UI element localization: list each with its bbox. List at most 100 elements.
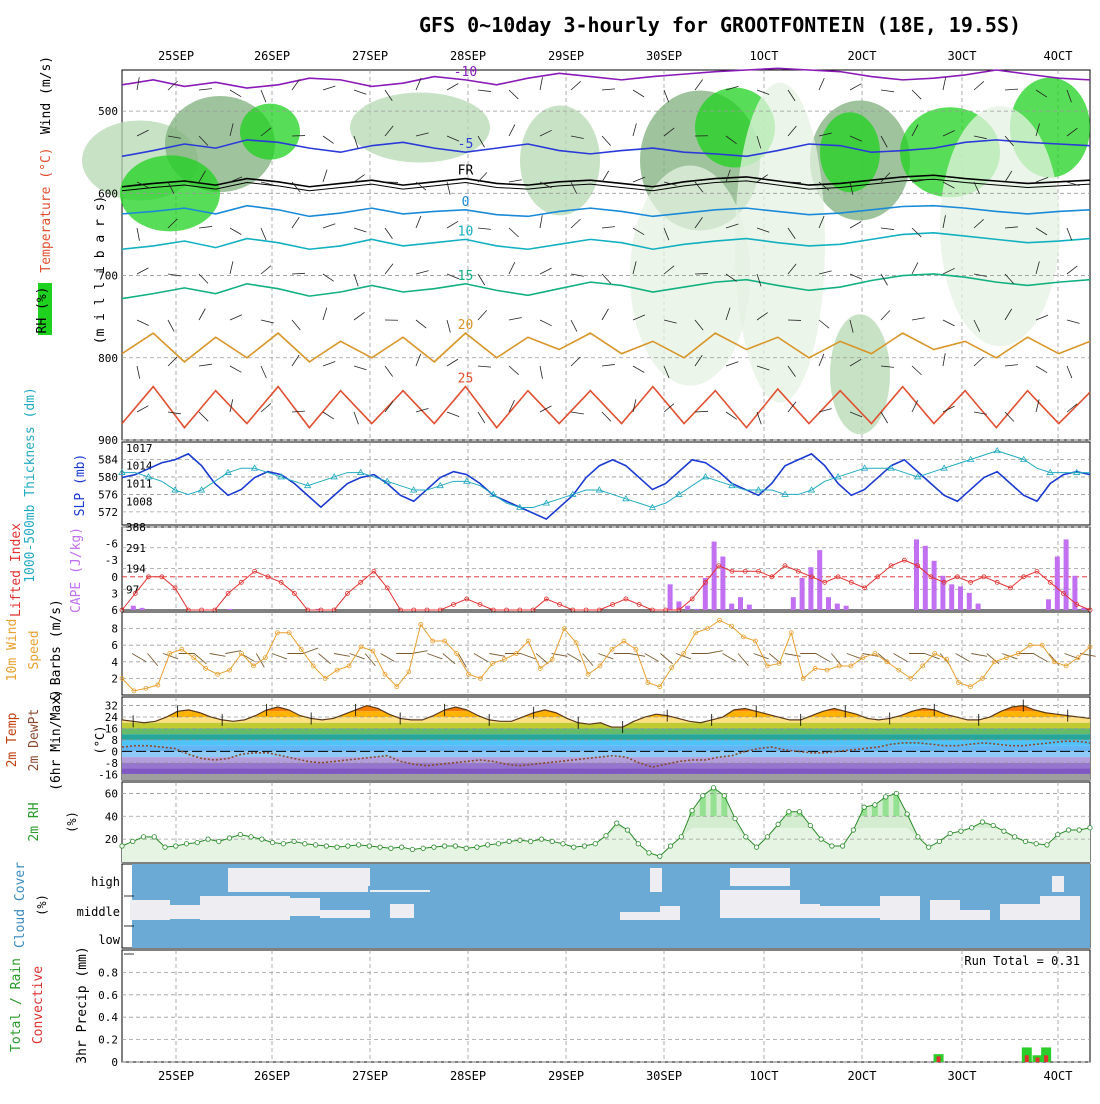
rh-label: RH (%) [35,287,50,334]
surface-wind-barb [847,654,862,659]
cloud-fill [720,890,800,918]
rh-marker [797,810,801,814]
rh-marker [647,851,651,855]
rh-marker [550,839,554,843]
y-tick-label: 8 [111,623,118,636]
slp-tick: 1014 [126,460,153,473]
rh-marker [636,842,640,846]
surface-wind-barb [707,651,723,654]
upper-wind-barb [323,86,335,90]
y-tick-label: 0.4 [98,1011,118,1024]
thickness-tick: 584 [98,453,118,466]
surface-wind-barb [225,651,241,654]
upper-wind-barb [974,81,984,90]
rh-marker [948,831,952,835]
rh-marker [464,846,468,850]
speed-label: Speed [27,630,42,669]
upper-wind-barb [602,364,615,366]
bottom-date-label: 27SEP [352,1069,388,1083]
rh-marker [529,839,533,843]
minmax-label: (6hr Min/Max) [49,689,64,791]
upper-wind-barb [230,261,233,274]
rh-marker [969,826,973,830]
upper-wind-barb [354,228,366,232]
surface-wind-barb [987,654,999,664]
rh-marker [1002,829,1006,833]
rh-marker [604,834,608,838]
rh-marker [442,844,446,848]
surface-wind-barb [272,654,287,659]
y-tick-label: 4 [111,656,118,669]
cape-bar [923,546,928,610]
upper-wind-barb [1005,89,1018,90]
rh-marker [432,845,436,849]
cape-bar [958,586,963,610]
upper-wind-barb [478,310,487,320]
upper-wind-barb [199,364,212,366]
rh-marker [1013,835,1017,839]
upper-wind-barb [509,262,515,274]
cape-bar [826,597,831,610]
rh-marker [281,842,285,846]
top-date-label: 30SEP [646,49,682,63]
upper-wind-barb [912,90,921,99]
surface-wind-barb [443,654,455,664]
rh-marker [776,822,780,826]
upper-wind-barb [695,411,708,412]
cloud-fill [370,890,430,892]
upper-wind-barb [912,228,921,237]
cape-bar [791,597,796,610]
upper-wind-barb [292,320,300,330]
upper-wind-barb [633,399,636,412]
upper-wind-barb [943,77,946,90]
thickness-label: 1000-500mb Thickness (dm) [23,387,38,583]
upper-wind-barb [292,273,305,274]
upper-wind-barb [323,136,334,143]
temperature-label: Temperature (°C) [39,147,54,272]
rh-marker [217,839,221,843]
upper-wind-barb [602,227,615,228]
rh-marker [485,843,489,847]
cape-bar [712,542,717,610]
rh-marker [518,838,522,842]
y-tick-label: 0 [111,1056,118,1069]
upper-wind-barb [1005,365,1018,366]
upper-wind-barb [1067,228,1072,240]
surface-wind-barb [660,654,672,664]
upper-wind-barb [261,266,271,274]
temp-color-band [122,746,1090,752]
cape-bar [976,604,981,610]
rh-marker [131,839,135,843]
upper-wind-barb [571,412,584,414]
rh-marker [356,843,360,847]
rh-marker [711,786,715,790]
upper-wind-barb [602,412,611,421]
cape-bar [729,604,734,610]
precip-convective-bar [1044,1055,1048,1062]
isotherm-label: FR [458,164,474,179]
rh-marker [421,846,425,850]
cape-tick: 291 [126,542,146,555]
cape-bar [967,593,972,610]
rh-marker [346,844,350,848]
isotherm-15 [122,274,1090,299]
cape-bar [808,567,813,610]
li-tick: 6 [111,604,118,617]
thickness-tick: 580 [98,471,118,484]
upper-wind-barb [943,320,955,326]
cape-bar [932,561,937,610]
cloud-fill [320,910,370,918]
rh-marker [625,828,629,832]
upper-wind-barb [447,221,458,228]
upper-wind-barb [664,90,669,102]
slp-tick: 1011 [126,478,153,491]
bottom-date-label: 25SEP [158,1069,194,1083]
thickness-tick: 576 [98,488,118,501]
bottom-date-label: 2OCT [848,1069,877,1083]
upper-wind-barb [602,89,615,90]
upper-wind-barb [354,412,358,424]
rh-marker [410,847,414,851]
temp-color-band [122,706,1090,712]
wind-speed-line [122,620,1090,691]
upper-wind-barb [974,357,984,366]
